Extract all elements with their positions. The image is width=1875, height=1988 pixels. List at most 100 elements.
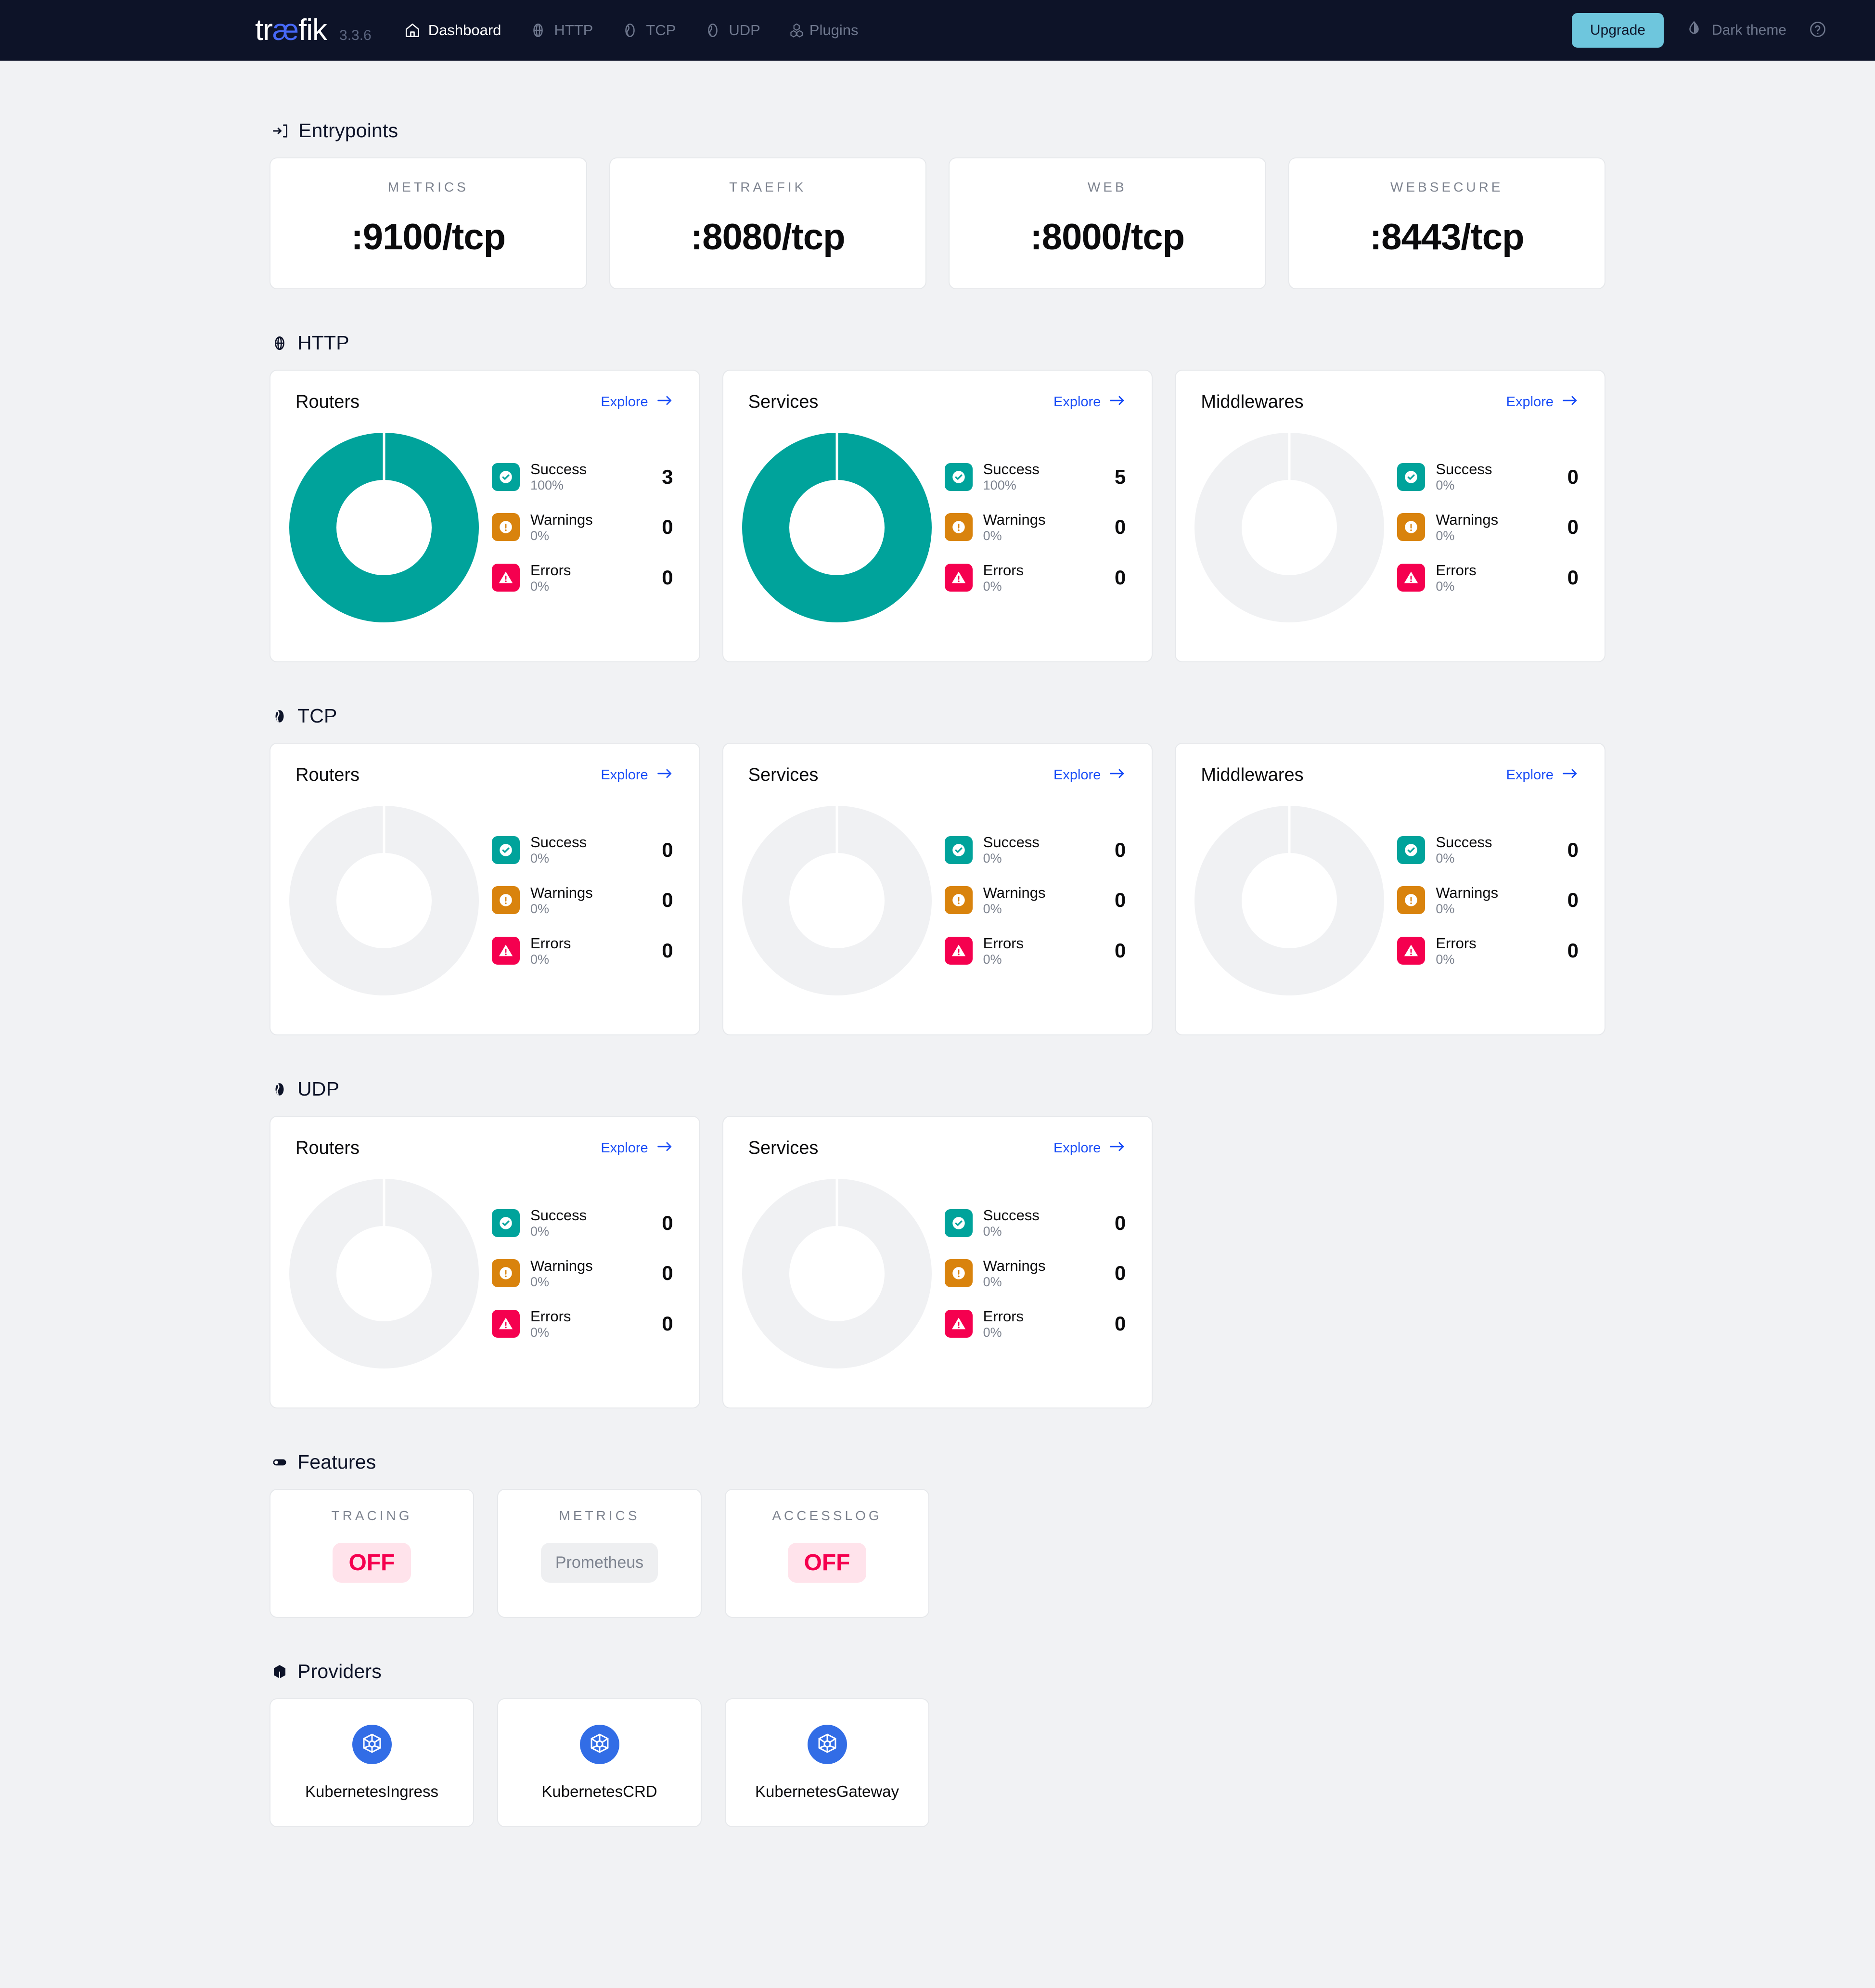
legend-label: Errors bbox=[530, 934, 571, 952]
explore-label: Explore bbox=[601, 767, 648, 783]
explore-link[interactable]: Explore bbox=[1506, 767, 1579, 784]
legend-row: Errors 0% 0 bbox=[1397, 562, 1579, 594]
navbar-actions: Upgrade Dark theme bbox=[1571, 13, 1827, 48]
donut-chart bbox=[289, 805, 479, 996]
section-header-entrypoints: Entrypoints bbox=[271, 119, 1605, 142]
legend-label: Success bbox=[530, 1207, 587, 1224]
legend-text: Success 0% bbox=[1436, 834, 1492, 865]
brand[interactable]: træfik 3.3.6 bbox=[255, 15, 372, 45]
nav-item-tcp[interactable]: TCP bbox=[619, 18, 679, 43]
stat-card-services: Services Explore Success 0% 0 Warnings 0% 0 Erro… bbox=[722, 743, 1153, 1035]
stat-card-title: Middlewares bbox=[1201, 765, 1304, 785]
warn-status-icon bbox=[944, 1259, 973, 1288]
legend-text: Errors 0% bbox=[530, 562, 571, 594]
legend-text: Errors 0% bbox=[983, 562, 1024, 594]
entrypoint-address: :8443/tcp bbox=[1370, 217, 1524, 258]
section-title: HTTP bbox=[297, 332, 349, 354]
legend-label: Success bbox=[983, 1207, 1040, 1224]
legend-label: Warnings bbox=[983, 1257, 1046, 1275]
provider-card[interactable]: KubernetesGateway bbox=[725, 1698, 929, 1827]
legend-label: Success bbox=[983, 834, 1040, 851]
stat-legend: Success 0% 0 Warnings 0% 0 Errors 0% 0 bbox=[492, 834, 675, 967]
explore-label: Explore bbox=[1053, 1140, 1101, 1156]
feature-label: METRICS bbox=[559, 1508, 640, 1523]
legend-count: 0 bbox=[1114, 516, 1126, 539]
entrypoint-card[interactable]: WEB :8000/tcp bbox=[949, 157, 1266, 289]
explore-label: Explore bbox=[1506, 394, 1554, 410]
err-status-icon bbox=[944, 1310, 973, 1338]
legend-label: Errors bbox=[530, 561, 571, 579]
legend-percent: 0% bbox=[1436, 952, 1455, 967]
entrypoint-label: TRAEFIK bbox=[729, 180, 807, 194]
stat-legend: Success 0% 0 Warnings 0% 0 Errors 0% 0 bbox=[944, 834, 1128, 967]
entrypoint-address: :8080/tcp bbox=[691, 217, 845, 258]
legend-text: Warnings 0% bbox=[983, 884, 1046, 916]
arrow-right-icon bbox=[1109, 394, 1126, 411]
legend-text: Warnings 0% bbox=[530, 511, 593, 543]
donut-chart-wrapper bbox=[741, 432, 933, 623]
features-grid: TRACING OFF METRICS Prometheus ACCESSLOG OFF bbox=[270, 1489, 1605, 1618]
section-title: Providers bbox=[297, 1660, 382, 1682]
legend-percent: 0% bbox=[530, 1224, 550, 1239]
feature-card: METRICS Prometheus bbox=[497, 1489, 702, 1618]
entrypoint-label: METRICS bbox=[387, 180, 469, 194]
nav-item-dashboard[interactable]: Dashboard bbox=[401, 18, 504, 43]
entrypoint-address: :9100/tcp bbox=[351, 217, 506, 258]
legend-percent: 0% bbox=[1436, 478, 1455, 492]
section-header-tcp: TCP bbox=[271, 705, 1605, 727]
provider-card[interactable]: KubernetesCRD bbox=[497, 1698, 702, 1827]
stat-legend: Success 0% 0 Warnings 0% 0 Errors 0% 0 bbox=[1397, 834, 1580, 967]
dark-theme-toggle[interactable]: Dark theme bbox=[1686, 20, 1786, 40]
feature-label: TRACING bbox=[331, 1508, 412, 1523]
udp-stat-grid: Routers Explore Success 0% 0 Warnings 0% 0 Error… bbox=[270, 1116, 1605, 1408]
help-button[interactable] bbox=[1809, 20, 1827, 41]
explore-link[interactable]: Explore bbox=[1053, 1140, 1126, 1157]
stat-card-title: Services bbox=[748, 392, 819, 412]
legend-row: Success 0% 0 bbox=[1397, 834, 1579, 865]
feature-value-badge: Prometheus bbox=[540, 1543, 658, 1583]
nav-item-udp[interactable]: UDP bbox=[702, 18, 763, 43]
upgrade-button[interactable]: Upgrade bbox=[1571, 13, 1664, 48]
legend-count: 0 bbox=[1567, 838, 1579, 861]
stat-card-body: Success 0% 0 Warnings 0% 0 Errors 0% 0 bbox=[1193, 786, 1580, 1015]
entrypoint-card[interactable]: WEBSECURE :8443/tcp bbox=[1288, 157, 1605, 289]
legend-count: 0 bbox=[1114, 838, 1126, 861]
entrypoint-card[interactable]: TRAEFIK :8080/tcp bbox=[609, 157, 926, 289]
legend-count: 0 bbox=[662, 889, 673, 912]
explore-link[interactable]: Explore bbox=[601, 1140, 673, 1157]
nav-item-plugins[interactable]: Plugins bbox=[786, 18, 861, 43]
nav-label: UDP bbox=[729, 22, 760, 39]
arrow-right-icon bbox=[1109, 1140, 1126, 1157]
legend-label: Success bbox=[1436, 461, 1492, 478]
legend-count: 0 bbox=[662, 1312, 673, 1335]
dashboard-page: Entrypoints METRICS :9100/tcp TRAEFIK :8… bbox=[0, 61, 1875, 1885]
feature-label: ACCESSLOG bbox=[772, 1508, 882, 1523]
globe-icon bbox=[530, 22, 546, 39]
stat-card-body: Success 0% 0 Warnings 0% 0 Errors 0% 0 bbox=[1193, 413, 1580, 642]
stat-card-header: Routers Explore bbox=[288, 392, 675, 413]
legend-count: 0 bbox=[1567, 889, 1579, 912]
cubes-icon bbox=[789, 22, 807, 39]
explore-link[interactable]: Explore bbox=[1506, 394, 1579, 411]
kubernetes-icon bbox=[352, 1725, 392, 1764]
explore-link[interactable]: Explore bbox=[1053, 394, 1126, 411]
legend-count: 3 bbox=[662, 465, 673, 488]
arrow-right-icon bbox=[657, 1140, 673, 1157]
explore-link[interactable]: Explore bbox=[1053, 767, 1126, 784]
login-arrow-icon bbox=[271, 122, 289, 140]
legend-text: Success 0% bbox=[983, 1207, 1040, 1239]
explore-link[interactable]: Explore bbox=[601, 394, 673, 411]
explore-link[interactable]: Explore bbox=[601, 767, 673, 784]
nav-item-http[interactable]: HTTP bbox=[527, 18, 596, 43]
entrypoint-card[interactable]: METRICS :9100/tcp bbox=[270, 157, 587, 289]
legend-row: Warnings 0% 0 bbox=[492, 511, 673, 543]
entrypoint-label: WEBSECURE bbox=[1390, 180, 1503, 194]
legend-count: 0 bbox=[662, 939, 673, 962]
legend-percent: 0% bbox=[530, 1325, 550, 1340]
legend-row: Warnings 0% 0 bbox=[944, 1257, 1126, 1289]
legend-text: Warnings 0% bbox=[530, 1257, 593, 1289]
logo-ae-ligature: æ bbox=[272, 13, 299, 47]
legend-percent: 0% bbox=[530, 851, 550, 865]
provider-card[interactable]: KubernetesIngress bbox=[270, 1698, 474, 1827]
section-title: TCP bbox=[297, 705, 337, 727]
